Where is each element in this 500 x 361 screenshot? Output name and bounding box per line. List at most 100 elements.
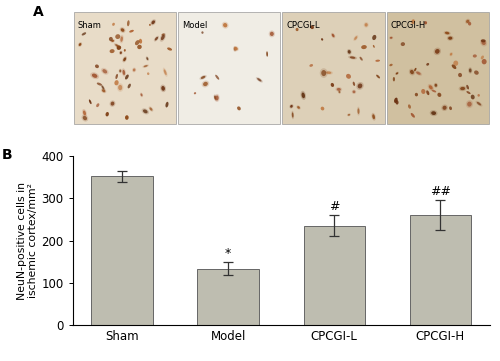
Ellipse shape xyxy=(110,101,114,106)
Ellipse shape xyxy=(223,23,228,27)
Ellipse shape xyxy=(149,24,151,26)
Bar xyxy=(198,269,259,325)
Ellipse shape xyxy=(200,75,206,80)
Ellipse shape xyxy=(395,72,399,75)
Ellipse shape xyxy=(424,21,427,25)
Text: Sham: Sham xyxy=(78,21,102,30)
Ellipse shape xyxy=(326,71,332,74)
Ellipse shape xyxy=(119,51,122,55)
Ellipse shape xyxy=(450,53,452,56)
Ellipse shape xyxy=(234,47,236,51)
Ellipse shape xyxy=(114,80,118,85)
Ellipse shape xyxy=(162,86,165,91)
Ellipse shape xyxy=(82,109,87,117)
Ellipse shape xyxy=(336,87,342,92)
Ellipse shape xyxy=(320,106,324,110)
Ellipse shape xyxy=(78,42,82,47)
Ellipse shape xyxy=(331,33,336,38)
Ellipse shape xyxy=(346,74,351,79)
Ellipse shape xyxy=(449,106,452,110)
Bar xyxy=(282,12,384,124)
Ellipse shape xyxy=(292,112,294,118)
Ellipse shape xyxy=(428,84,434,91)
Ellipse shape xyxy=(214,95,217,101)
Ellipse shape xyxy=(320,68,328,78)
Ellipse shape xyxy=(360,57,362,61)
Ellipse shape xyxy=(109,37,113,41)
Ellipse shape xyxy=(222,22,228,29)
Ellipse shape xyxy=(116,74,118,79)
Text: #: # xyxy=(329,200,340,213)
Ellipse shape xyxy=(118,85,122,90)
Ellipse shape xyxy=(89,100,92,104)
Ellipse shape xyxy=(296,28,298,31)
Ellipse shape xyxy=(358,83,362,88)
Ellipse shape xyxy=(321,38,323,41)
Ellipse shape xyxy=(90,72,99,79)
Ellipse shape xyxy=(390,37,392,39)
Ellipse shape xyxy=(122,56,127,62)
Ellipse shape xyxy=(434,84,437,87)
Ellipse shape xyxy=(466,91,470,94)
Ellipse shape xyxy=(310,25,314,29)
Ellipse shape xyxy=(97,83,102,86)
Ellipse shape xyxy=(482,40,486,45)
Ellipse shape xyxy=(121,28,124,32)
Ellipse shape xyxy=(348,56,357,60)
Ellipse shape xyxy=(458,73,462,77)
Text: B: B xyxy=(2,148,12,162)
Ellipse shape xyxy=(466,20,469,23)
Ellipse shape xyxy=(410,113,415,118)
Text: Model: Model xyxy=(182,21,208,30)
Ellipse shape xyxy=(139,39,142,44)
Ellipse shape xyxy=(358,108,360,114)
Ellipse shape xyxy=(430,110,438,116)
Ellipse shape xyxy=(203,82,208,86)
Ellipse shape xyxy=(454,61,458,66)
Ellipse shape xyxy=(438,93,442,97)
Ellipse shape xyxy=(444,31,450,35)
Ellipse shape xyxy=(164,69,166,75)
Ellipse shape xyxy=(348,114,350,116)
Ellipse shape xyxy=(160,84,166,92)
Ellipse shape xyxy=(296,105,300,109)
Ellipse shape xyxy=(133,69,136,71)
Ellipse shape xyxy=(256,77,263,83)
Ellipse shape xyxy=(216,95,218,100)
Ellipse shape xyxy=(152,21,155,24)
Ellipse shape xyxy=(466,100,473,108)
Ellipse shape xyxy=(143,109,148,113)
Ellipse shape xyxy=(214,94,220,102)
Ellipse shape xyxy=(390,64,392,66)
Ellipse shape xyxy=(163,68,168,77)
Y-axis label: NeuN-positive cells in
ischemic cortex/mm²: NeuN-positive cells in ischemic cortex/m… xyxy=(17,182,38,300)
Ellipse shape xyxy=(415,93,418,96)
Ellipse shape xyxy=(448,36,452,40)
Text: ##: ## xyxy=(430,185,451,198)
Ellipse shape xyxy=(469,69,472,73)
Ellipse shape xyxy=(101,88,106,93)
Ellipse shape xyxy=(142,108,149,114)
Ellipse shape xyxy=(447,36,454,41)
Ellipse shape xyxy=(120,27,126,33)
Ellipse shape xyxy=(481,39,486,42)
Ellipse shape xyxy=(467,102,471,106)
Ellipse shape xyxy=(478,94,480,97)
Ellipse shape xyxy=(373,45,375,48)
Ellipse shape xyxy=(297,106,300,109)
Ellipse shape xyxy=(414,68,416,71)
Bar xyxy=(304,226,365,325)
Ellipse shape xyxy=(124,49,126,52)
Ellipse shape xyxy=(112,23,115,26)
Ellipse shape xyxy=(396,72,398,74)
Ellipse shape xyxy=(115,34,120,39)
Ellipse shape xyxy=(324,71,333,75)
Ellipse shape xyxy=(123,57,126,61)
Ellipse shape xyxy=(408,104,411,109)
Ellipse shape xyxy=(468,67,472,74)
Ellipse shape xyxy=(480,39,487,47)
Ellipse shape xyxy=(434,83,438,88)
Ellipse shape xyxy=(110,39,115,43)
Ellipse shape xyxy=(155,37,158,40)
Ellipse shape xyxy=(215,75,220,80)
